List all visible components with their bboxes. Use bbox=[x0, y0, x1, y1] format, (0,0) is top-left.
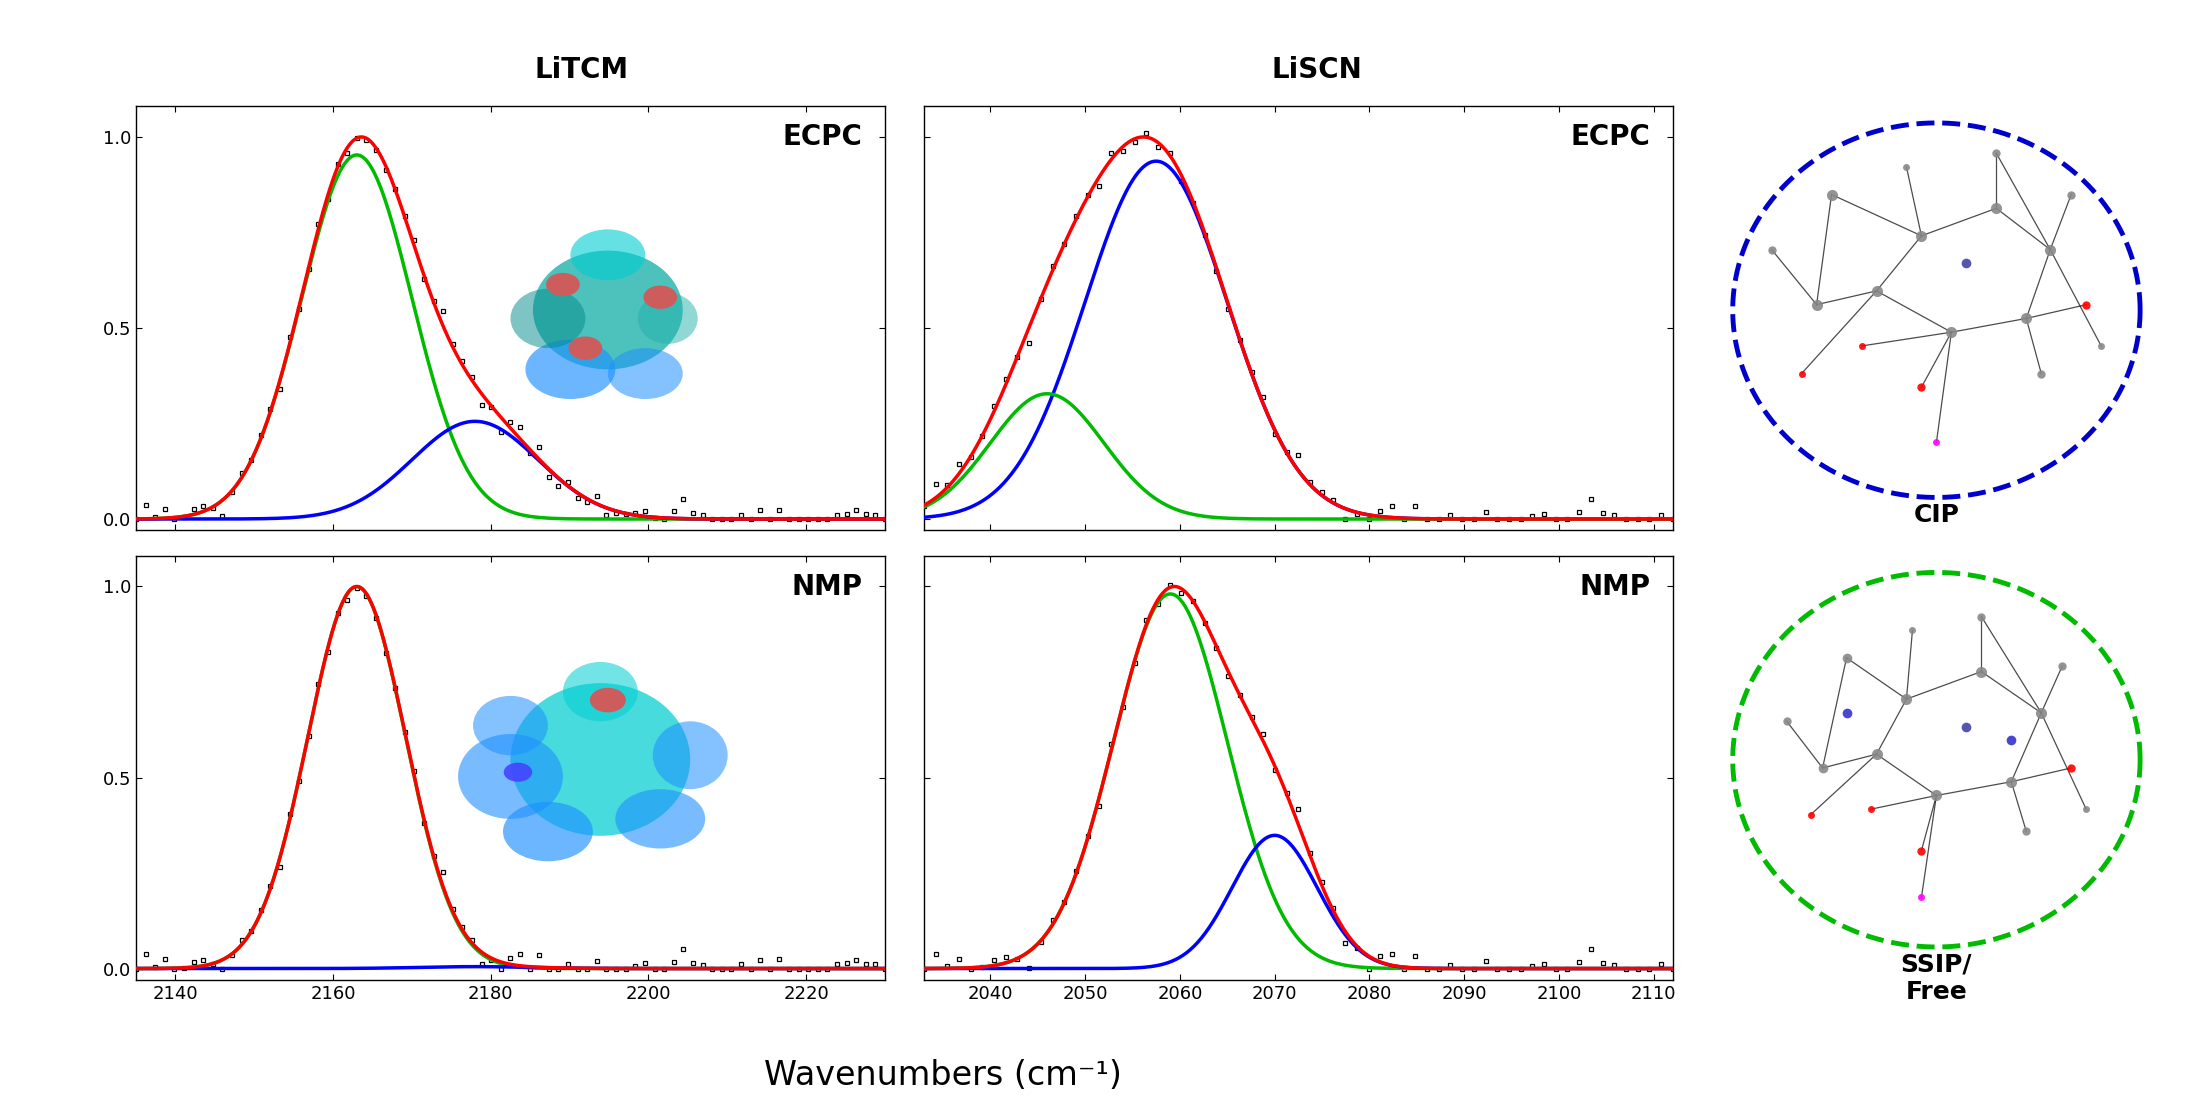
Ellipse shape bbox=[654, 721, 728, 790]
Text: NMP: NMP bbox=[792, 573, 862, 601]
Text: ECPC: ECPC bbox=[783, 123, 862, 151]
Ellipse shape bbox=[505, 763, 533, 782]
Ellipse shape bbox=[614, 790, 704, 849]
Ellipse shape bbox=[643, 286, 678, 309]
Ellipse shape bbox=[511, 683, 691, 836]
Text: NMP: NMP bbox=[1580, 573, 1650, 601]
Ellipse shape bbox=[459, 734, 564, 819]
Ellipse shape bbox=[570, 230, 645, 280]
Text: CIP: CIP bbox=[1913, 503, 1959, 526]
Ellipse shape bbox=[511, 289, 586, 348]
Ellipse shape bbox=[638, 293, 698, 344]
Ellipse shape bbox=[608, 348, 682, 399]
Ellipse shape bbox=[474, 696, 548, 755]
Text: LiTCM: LiTCM bbox=[535, 56, 627, 84]
Ellipse shape bbox=[533, 251, 682, 370]
Text: Wavenumbers (cm⁻¹): Wavenumbers (cm⁻¹) bbox=[764, 1058, 1123, 1092]
Ellipse shape bbox=[524, 339, 614, 399]
Ellipse shape bbox=[568, 336, 601, 360]
Ellipse shape bbox=[590, 688, 625, 712]
Ellipse shape bbox=[546, 273, 579, 296]
Text: LiSCN: LiSCN bbox=[1270, 56, 1362, 84]
Text: SSIP/
Free: SSIP/ Free bbox=[1900, 952, 1972, 1005]
Ellipse shape bbox=[502, 802, 592, 861]
Text: ECPC: ECPC bbox=[1571, 123, 1650, 151]
Ellipse shape bbox=[564, 662, 638, 721]
